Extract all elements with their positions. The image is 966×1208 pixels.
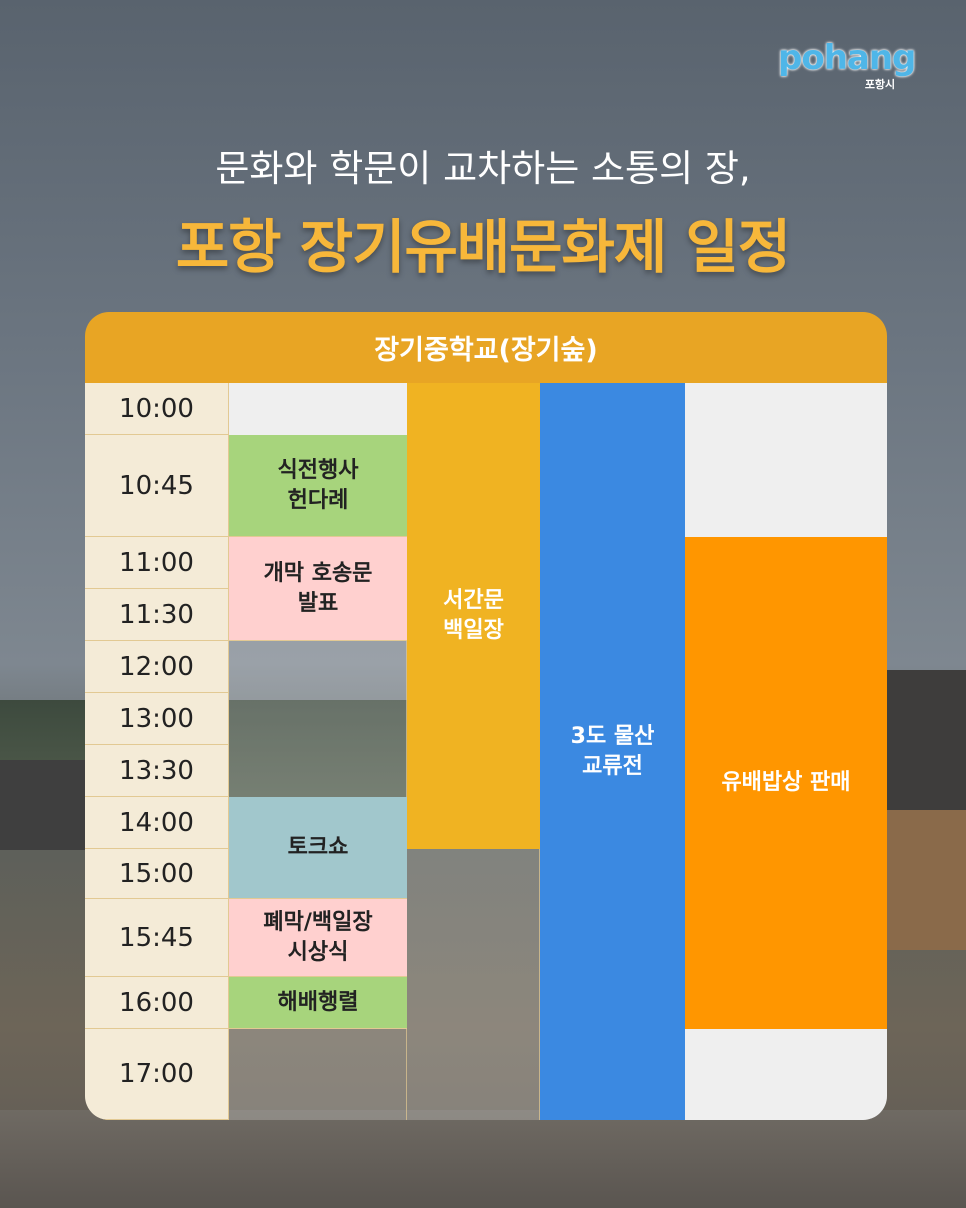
- venue-header: 장기중학교(장기숲): [85, 312, 887, 383]
- time: 15:45: [85, 899, 229, 977]
- background-house: [887, 810, 966, 950]
- empty-cell: [229, 1029, 407, 1120]
- time: 16:00: [85, 977, 229, 1029]
- empty-cell: [229, 641, 407, 797]
- time: 11:00: [85, 537, 229, 589]
- empty-cell: [685, 383, 887, 537]
- background-ground: [0, 1110, 966, 1208]
- title: 포항 장기유배문화제 일정: [175, 213, 791, 281]
- event: 3도 물산 교류전: [540, 383, 685, 1120]
- schedule-table: 장기중학교(장기숲) 10:00 10:45 11:00 11:30 12:00…: [85, 312, 887, 1120]
- time: 13:30: [85, 745, 229, 797]
- time: 12:00: [85, 641, 229, 693]
- time: 17:00: [85, 1029, 229, 1120]
- time: 14:00: [85, 797, 229, 849]
- time: 10:45: [85, 435, 229, 537]
- logo-brand: pohang: [778, 38, 916, 78]
- time: 11:30: [85, 589, 229, 641]
- empty-cell: [685, 1029, 887, 1120]
- event: 토크쇼: [229, 797, 407, 899]
- time: 10:00: [85, 383, 229, 435]
- logo-city: 포항시: [864, 78, 896, 91]
- event: 개막 호송문 발표: [229, 537, 407, 641]
- background-house: [887, 670, 966, 810]
- logo: pohang 포항시: [778, 38, 916, 92]
- time: 15:00: [85, 849, 229, 899]
- event: 서간문 백일장: [407, 383, 540, 849]
- subtitle: 문화와 학문이 교차하는 소통의 장,: [215, 147, 751, 190]
- event: 식전행사 헌다례: [229, 435, 407, 537]
- time: 13:00: [85, 693, 229, 745]
- empty-cell: [407, 849, 540, 1120]
- event: 유배밥상 판매: [685, 537, 887, 1029]
- background-house: [0, 760, 90, 850]
- event: 해배행렬: [229, 977, 407, 1029]
- empty-cell: [229, 383, 407, 435]
- event: 폐막/백일장 시상식: [229, 899, 407, 977]
